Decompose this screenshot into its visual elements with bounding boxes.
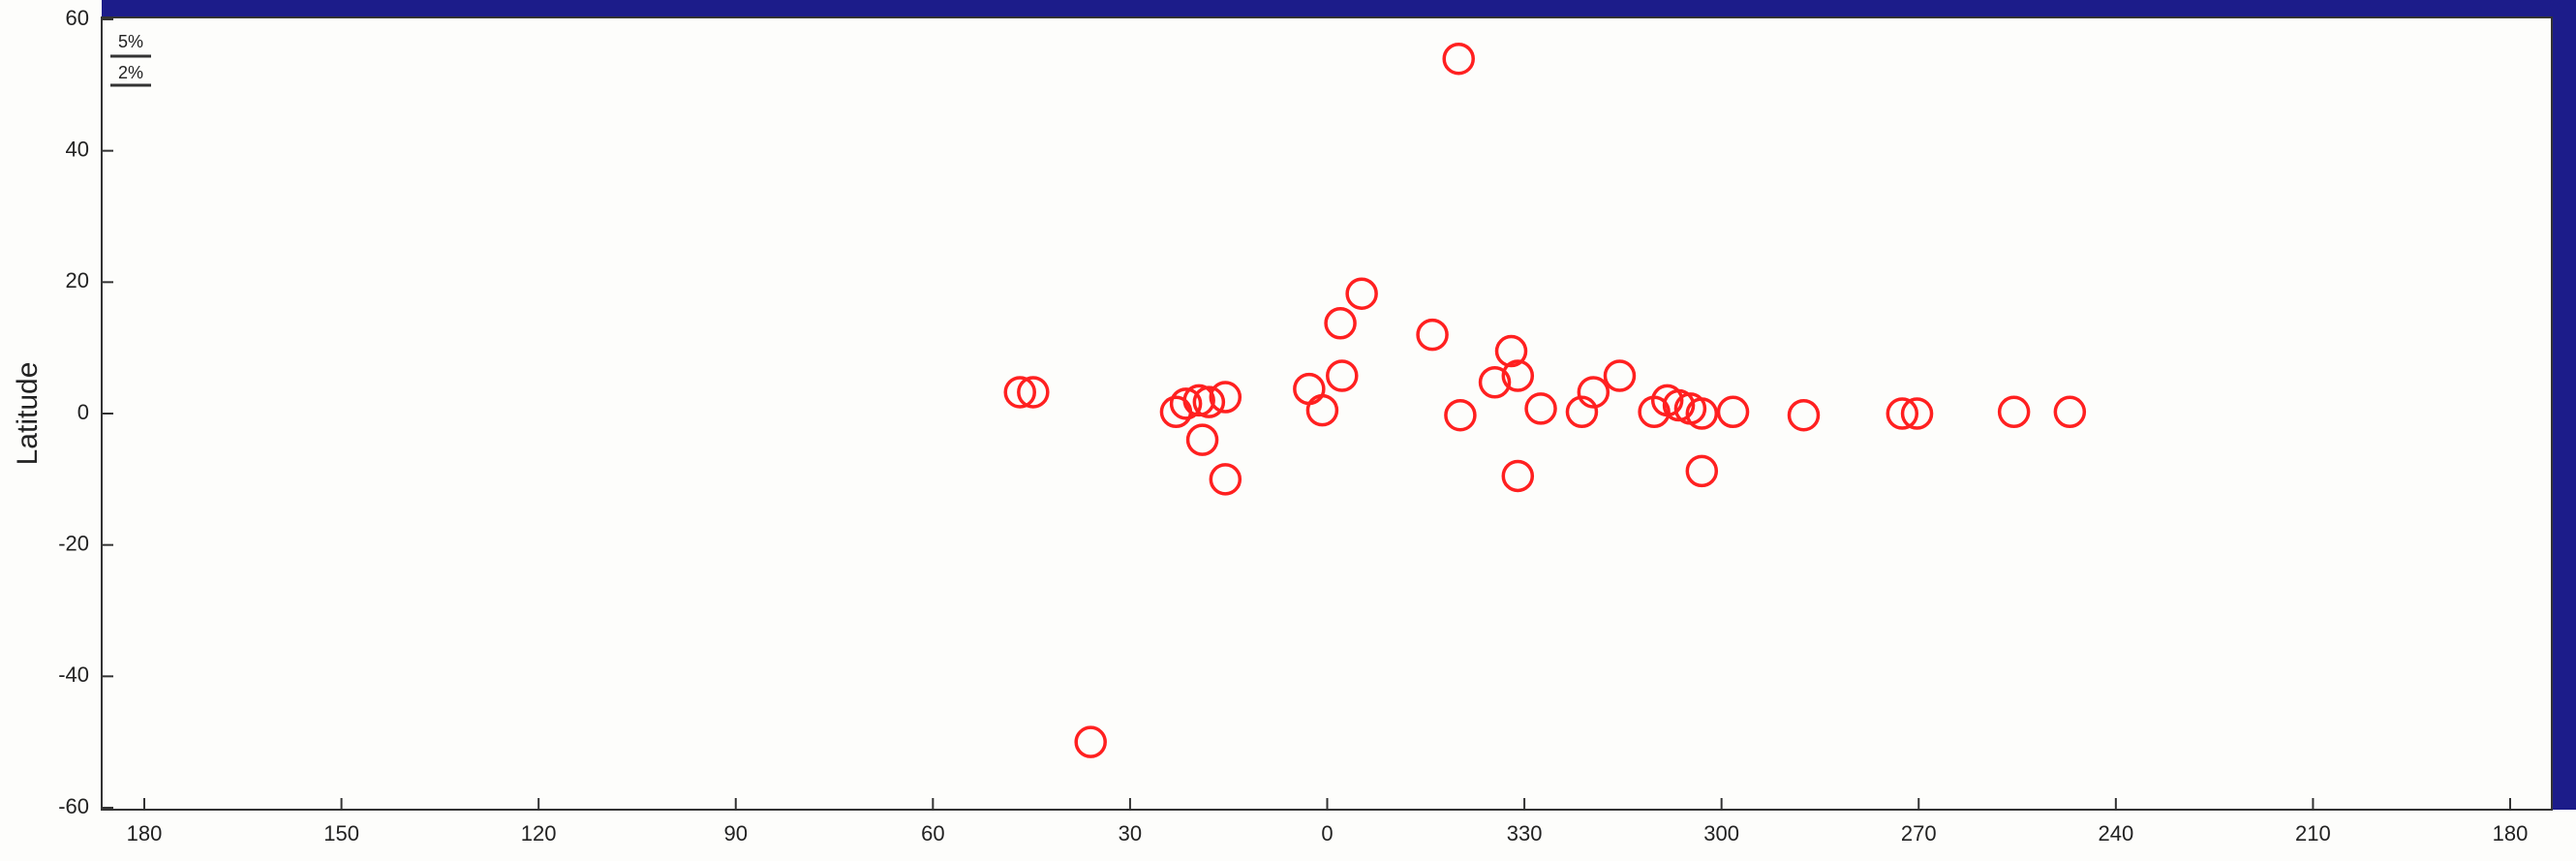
axis-strip [0,810,2576,861]
x-tick-label: 210 [2295,821,2331,846]
point [1716,395,1750,429]
plot-area [102,17,2552,810]
point [1326,359,1359,392]
point [1997,395,2031,429]
point [1603,359,1637,392]
x-tick-label: 270 [1901,821,1937,846]
y-tick-label: 60 [66,6,89,30]
x-tick-label: 120 [521,821,557,846]
point [1169,387,1203,420]
point [1074,725,1107,758]
point [1185,423,1219,456]
x-tick-label: 150 [323,821,359,846]
point [1182,384,1215,417]
x-tick-label: 0 [1321,821,1333,846]
x-tick-label: 180 [2493,821,2529,846]
x-tick-label: 330 [1507,821,1543,846]
point [1003,376,1036,409]
point [1524,392,1557,425]
x-tick-label: 180 [127,821,163,846]
scale-label: 5% [118,32,143,51]
point [1192,385,1226,418]
point [1886,397,1919,430]
point [1345,277,1378,310]
x-tick-label: 60 [921,821,944,846]
point [1900,397,1934,430]
x-tick-label: 240 [2098,821,2133,846]
y-tick-label: -20 [58,531,89,555]
point [1478,366,1512,399]
y-tick-label: 0 [77,400,89,424]
scale-label: 2% [118,63,143,82]
point [1324,306,1357,340]
point [1444,398,1477,432]
point [1442,42,1475,76]
point [1565,395,1599,429]
point [1685,454,1719,488]
point [1501,359,1535,392]
scale-legend: 5% 2% [110,32,151,87]
y-tick-label: 40 [66,137,89,161]
point [1209,381,1242,414]
x-tick-label: 90 [724,821,748,846]
point [1305,393,1339,427]
point [1685,397,1719,430]
point [1494,334,1528,368]
point [1501,459,1535,493]
y-tick-label: -40 [58,662,89,687]
y-tick-label: 20 [66,268,89,292]
point [1017,376,1050,409]
y-axis-label: Latitude [12,362,44,466]
point [2053,395,2087,429]
x-tick-label: 30 [1119,821,1142,846]
point [1416,318,1449,352]
point [1209,463,1242,496]
x-tick-label: 300 [1703,821,1739,846]
point [1787,398,1821,432]
point [1577,376,1610,409]
y-tick-label: -60 [58,794,89,818]
axis-strip [0,0,102,861]
